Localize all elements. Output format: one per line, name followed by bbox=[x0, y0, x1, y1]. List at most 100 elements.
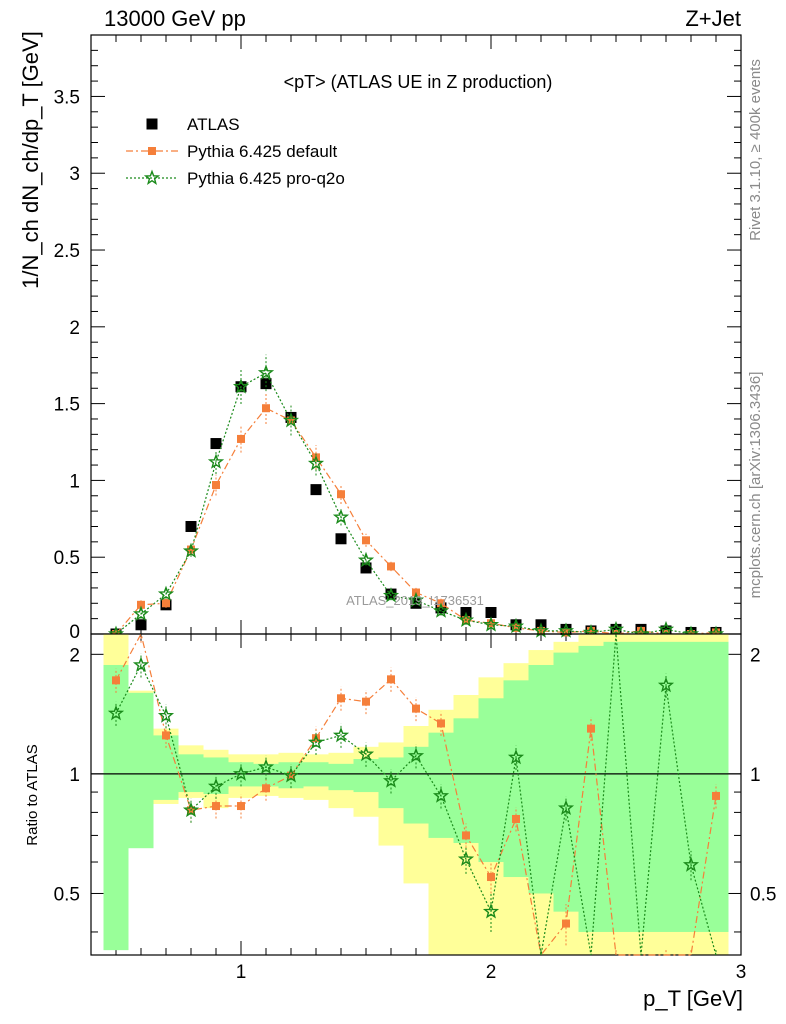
data-point bbox=[335, 533, 347, 545]
data-point bbox=[187, 545, 195, 554]
ratio-point bbox=[407, 747, 425, 763]
legend-label: Pythia 6.425 default bbox=[187, 142, 338, 161]
data-point bbox=[162, 599, 170, 608]
legend-marker bbox=[143, 169, 161, 185]
green-band-bin bbox=[503, 680, 529, 878]
ratio-frame bbox=[90, 633, 742, 956]
ratio-point bbox=[387, 675, 395, 684]
data-point bbox=[385, 588, 397, 600]
ratio-point bbox=[257, 758, 275, 775]
x-tick-label: 1 bbox=[236, 962, 247, 983]
data-point bbox=[407, 591, 425, 608]
green-band-bin bbox=[178, 754, 204, 793]
ratio-series-2 bbox=[107, 633, 717, 956]
header-left: 13000 GeV pp bbox=[104, 6, 246, 31]
data-point bbox=[135, 619, 147, 631]
data-point bbox=[207, 453, 225, 469]
data-point bbox=[137, 600, 145, 609]
y-tick-label: 1 bbox=[69, 471, 80, 492]
data-point bbox=[157, 585, 175, 601]
data-point bbox=[637, 626, 645, 635]
ratio-y-tick-label: 0.5 bbox=[750, 884, 776, 905]
data-point bbox=[457, 611, 475, 628]
y-tick-label: 3.5 bbox=[54, 87, 80, 108]
y-tick-label: 2 bbox=[69, 318, 80, 339]
data-point bbox=[587, 626, 595, 635]
data-point bbox=[287, 416, 295, 425]
y-axis-label: 1/N_ch dN_ch/dp_T [GeV] bbox=[18, 31, 43, 289]
data-point bbox=[257, 364, 275, 380]
ratio-y-tick-label: 2 bbox=[69, 645, 80, 666]
ratio-point bbox=[337, 694, 345, 703]
data-point bbox=[607, 620, 625, 637]
legend-entry: Pythia 6.425 pro-q2o bbox=[126, 169, 345, 188]
data-point bbox=[232, 378, 250, 394]
data-point bbox=[337, 490, 345, 499]
green-band-bin bbox=[378, 757, 404, 809]
green-band-bin bbox=[528, 664, 554, 894]
ratio-point bbox=[437, 719, 445, 728]
data-point bbox=[282, 411, 300, 428]
green-band-bin bbox=[578, 645, 604, 932]
ratio-point bbox=[112, 676, 120, 685]
rivet-label: Rivet 3.1.10, ≥ 400k events bbox=[747, 59, 764, 241]
ratio-point bbox=[237, 802, 245, 811]
y-tick-label: 0.5 bbox=[54, 548, 80, 569]
watermark: ATLAS_2019_I1736531 bbox=[346, 593, 484, 608]
ratio-point bbox=[657, 676, 675, 693]
data-point bbox=[310, 484, 322, 496]
legend-entry: Pythia 6.425 default bbox=[126, 142, 338, 161]
ratio-point bbox=[162, 731, 170, 740]
data-point bbox=[210, 438, 222, 450]
ratio-point bbox=[457, 850, 475, 867]
data-point bbox=[432, 602, 450, 618]
ratio-point bbox=[587, 724, 595, 733]
ratio-y-tick-label: 0.5 bbox=[54, 884, 80, 905]
y-tick-label: 3 bbox=[69, 164, 80, 185]
x-axis-label: p_T [GeV] bbox=[643, 986, 743, 1011]
data-point bbox=[182, 542, 200, 558]
ratio-point bbox=[232, 765, 250, 781]
header-right: Z+Jet bbox=[685, 6, 741, 31]
ratio-point bbox=[507, 749, 525, 765]
ratio-point bbox=[157, 707, 175, 723]
green-band-bin bbox=[553, 652, 579, 912]
mcplots-label: mcplots.cern.ch [arXiv:1306.3436] bbox=[747, 372, 764, 599]
ratio-point bbox=[682, 856, 700, 872]
ratio-point bbox=[712, 791, 720, 800]
y-tick-label: 0 bbox=[69, 622, 80, 643]
ratio-point bbox=[212, 802, 220, 811]
data-point bbox=[382, 587, 400, 603]
data-point bbox=[357, 551, 375, 568]
legend-label: ATLAS bbox=[187, 115, 240, 134]
ratio-point bbox=[282, 767, 300, 783]
ratio-point bbox=[432, 787, 450, 803]
data-point bbox=[237, 434, 245, 443]
green-band-bin bbox=[128, 692, 154, 849]
green-band-bin bbox=[603, 641, 629, 932]
data-point bbox=[307, 454, 325, 471]
ratio-point bbox=[487, 873, 495, 882]
green-band-bin bbox=[328, 763, 354, 791]
ratio-y-tick-label: 2 bbox=[750, 645, 761, 666]
data-point bbox=[185, 520, 197, 532]
data-point bbox=[657, 620, 675, 637]
legend: ATLAS Pythia 6.425 default Pythia 6.425 pr… bbox=[126, 115, 345, 188]
green-band-bin bbox=[628, 641, 654, 932]
ratio-point bbox=[482, 903, 500, 919]
ratio-point bbox=[182, 801, 200, 818]
data-point bbox=[332, 508, 350, 525]
data-point bbox=[507, 617, 525, 634]
legend-entry: ATLAS bbox=[146, 115, 240, 134]
data-point bbox=[360, 562, 372, 574]
ratio-point bbox=[332, 726, 350, 743]
ratio-point bbox=[557, 799, 575, 816]
legend-marker bbox=[146, 118, 158, 130]
green-band-bin bbox=[678, 641, 704, 932]
green-band-bin bbox=[153, 735, 179, 800]
ratio-point bbox=[307, 733, 325, 750]
y-tick-label: 1.5 bbox=[54, 395, 80, 416]
ratio-y-tick-label: 1 bbox=[750, 765, 761, 786]
axis-ticks: 1 2 3 0.5 1 1.5 2 2.5 3 3.5 0 0.5 0.5 1 1 2 2 bbox=[54, 34, 776, 983]
